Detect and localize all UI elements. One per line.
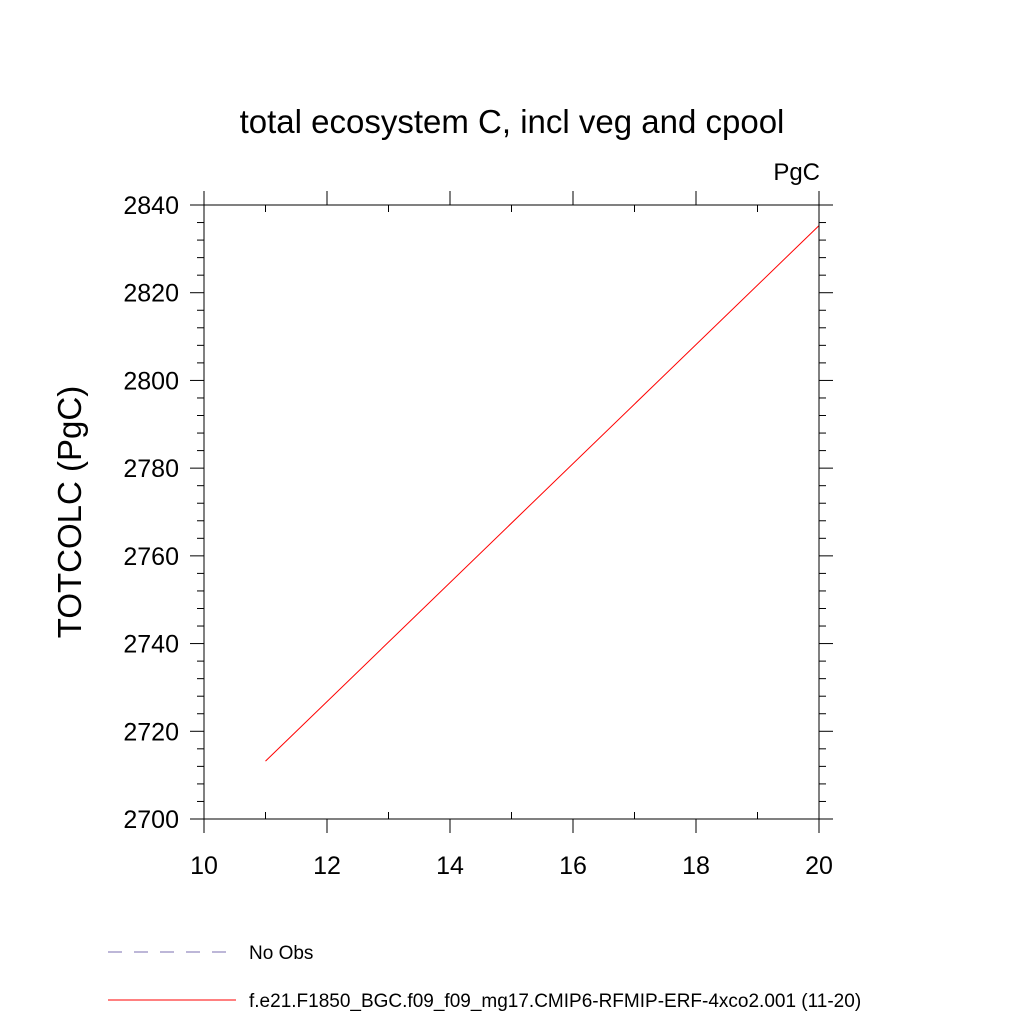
y-tick-label: 2840: [123, 192, 179, 220]
chart-title: total ecosystem C, incl veg and cpool: [240, 103, 785, 140]
y-tick-label: 2720: [123, 718, 179, 746]
units-label: PgC: [773, 159, 820, 186]
y-tick-label: 2780: [123, 455, 179, 483]
y-tick-label: 2800: [123, 367, 179, 395]
tick-labels: 10 12 14 16 18 20 2700 2720 2740 2760 2780 2800 2820…: [123, 192, 833, 880]
legend-label-0: No Obs: [249, 943, 313, 964]
x-tick-label: 14: [436, 852, 464, 880]
x-tick-label: 16: [559, 852, 587, 880]
series-line-1: [265, 225, 820, 762]
plot-frame: [203, 204, 820, 820]
x-tick-label: 20: [805, 852, 833, 880]
x-tick-label: 12: [313, 852, 341, 880]
y-tick-label: 2740: [123, 631, 179, 659]
legend: No Obs f.e21.F1850_BGC.f09_f09_mg17.CMIP6…: [108, 943, 861, 1012]
y-tick-label: 2760: [123, 543, 179, 571]
y-tick-label: 2700: [123, 806, 179, 834]
axis-ticks: [190, 191, 833, 833]
y-axis-label: TOTCOLC (PgC): [51, 386, 88, 638]
x-tick-label: 18: [682, 852, 710, 880]
series-lines: [265, 225, 820, 762]
legend-label-1: f.e21.F1850_BGC.f09_f09_mg17.CMIP6-RFMIP…: [249, 991, 861, 1012]
y-tick-label: 2820: [123, 280, 179, 308]
x-tick-label: 10: [190, 852, 218, 880]
